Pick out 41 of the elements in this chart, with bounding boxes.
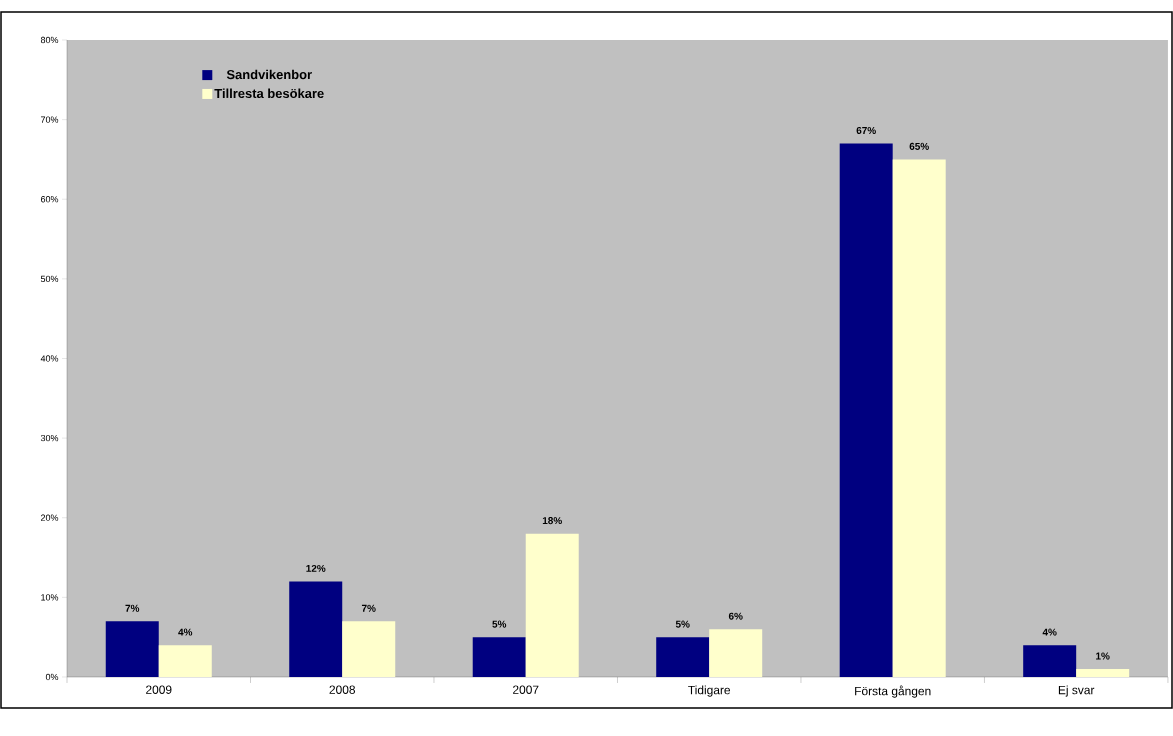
y-tick-label: 80%: [40, 36, 59, 44]
y-tick-label: 30%: [40, 434, 59, 442]
bar: [289, 581, 343, 677]
bar: [525, 533, 579, 677]
data-label: 65%: [909, 142, 929, 150]
y-tick-label: 40%: [40, 355, 59, 362]
x-tick-label: 2008: [329, 685, 356, 694]
bar: [1023, 645, 1077, 677]
data-label: 6%: [728, 612, 743, 620]
data-label: 4%: [1042, 628, 1057, 636]
y-tick-label: 20%: [41, 514, 59, 521]
data-label: 5%: [675, 620, 690, 628]
data-label: 67%: [856, 126, 876, 134]
bar: [709, 629, 763, 677]
x-tick-label: 2007: [513, 685, 539, 694]
data-label: 18%: [542, 517, 562, 525]
y-tick-label: 10%: [41, 594, 59, 601]
x-tick-label: Ej svar: [1058, 685, 1095, 697]
bar: [105, 621, 159, 677]
data-label: 7%: [125, 604, 140, 612]
legend-label: Sandvikenbor: [226, 69, 312, 80]
y-tick-label: 0%: [45, 673, 59, 681]
bar: [1076, 669, 1130, 677]
bar: [472, 637, 526, 677]
y-tick-label: 50%: [40, 275, 59, 283]
bar: [892, 159, 946, 677]
data-label: 7%: [361, 604, 376, 612]
legend-label: Tillresta besökare: [214, 88, 324, 99]
bar: [656, 637, 710, 677]
y-tick-label: 60%: [41, 196, 59, 203]
x-tick-label: 2009: [146, 685, 172, 694]
bar: [158, 645, 212, 677]
data-label: 12%: [306, 564, 326, 572]
x-tick-label: Tidigare: [688, 685, 731, 697]
bar: [839, 143, 893, 677]
data-label: 1%: [1096, 652, 1110, 660]
data-label: 4%: [178, 628, 193, 636]
y-tick-label: 70%: [41, 116, 59, 123]
data-label: 5%: [492, 620, 507, 628]
bar: [342, 621, 396, 677]
x-tick-label: Första gången: [855, 685, 931, 698]
